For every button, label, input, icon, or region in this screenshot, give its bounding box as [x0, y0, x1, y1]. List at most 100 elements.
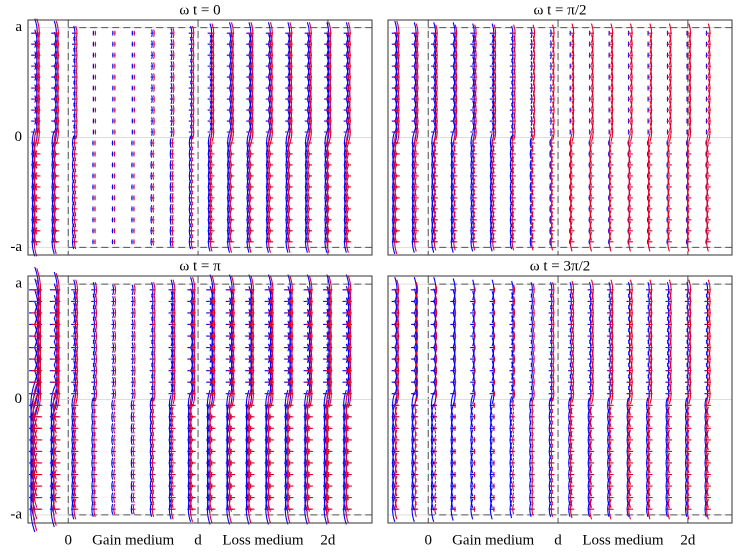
field-arrow — [413, 210, 419, 230]
field-arrow — [608, 23, 614, 44]
field-arrow — [52, 423, 61, 457]
field-arrow — [170, 279, 176, 301]
field-arrow — [530, 145, 536, 163]
field-arrow — [228, 77, 235, 100]
field-arrow — [512, 319, 516, 330]
field-arrow — [647, 464, 653, 485]
field-arrow — [92, 173, 94, 179]
field-arrow — [306, 120, 313, 144]
field-arrow — [473, 471, 476, 478]
field-arrow — [209, 78, 215, 98]
field-arrow — [512, 376, 516, 388]
field-arrow — [647, 78, 653, 98]
field-arrow — [608, 100, 614, 120]
field-arrow — [627, 498, 633, 520]
field-arrow — [52, 365, 61, 399]
field-arrow — [627, 394, 633, 416]
field-arrow — [131, 30, 134, 36]
field-arrow — [686, 67, 692, 87]
field-arrow — [394, 325, 400, 347]
field-arrow — [588, 487, 595, 508]
field-arrow — [686, 133, 692, 153]
field-arrow — [131, 52, 134, 58]
field-arrow — [472, 167, 477, 185]
field-arrow — [434, 469, 438, 480]
field-arrow — [170, 314, 176, 335]
field-arrow — [413, 220, 419, 241]
y-tick-label: -a — [10, 239, 22, 255]
field-arrow — [394, 487, 400, 508]
field-arrow — [171, 105, 175, 116]
field-arrow — [114, 118, 116, 124]
field-arrow — [472, 233, 477, 251]
field-arrow — [73, 302, 79, 324]
field-arrow — [588, 360, 595, 381]
field-arrow — [454, 506, 456, 512]
field-arrow — [454, 287, 457, 293]
field-arrow — [73, 487, 79, 508]
field-arrow — [132, 376, 136, 388]
field-arrow — [73, 441, 79, 462]
field-arrow — [628, 220, 633, 241]
field-arrow — [345, 131, 352, 155]
field-arrow — [132, 319, 136, 330]
field-arrow — [589, 89, 594, 109]
field-arrow — [247, 275, 255, 304]
field-arrow — [474, 287, 476, 293]
field-arrow — [608, 220, 614, 241]
field-arrow — [306, 98, 313, 122]
field-arrow — [92, 228, 94, 234]
field-arrow — [705, 279, 711, 301]
field-arrow — [306, 142, 313, 166]
field-arrow — [686, 220, 692, 241]
field-arrow — [111, 217, 114, 223]
field-arrow — [628, 155, 633, 175]
field-arrow — [228, 230, 235, 253]
field-arrow — [647, 23, 653, 44]
field-arrow — [647, 383, 653, 405]
field-arrow — [686, 166, 692, 186]
field-arrow — [33, 172, 41, 202]
field-arrow — [705, 325, 711, 347]
field-arrow — [73, 429, 79, 451]
field-arrow — [433, 145, 438, 163]
y-tick-label: 0 — [15, 129, 23, 145]
field-arrow — [345, 77, 352, 100]
field-arrow — [666, 314, 672, 335]
field-arrow — [666, 291, 672, 312]
field-arrow — [111, 140, 114, 146]
field-arrow — [550, 178, 555, 196]
field-arrow — [666, 383, 672, 405]
field-arrow — [569, 166, 575, 186]
field-arrow — [453, 46, 458, 64]
field-arrow — [150, 150, 153, 158]
field-arrow — [170, 360, 176, 381]
field-arrow — [589, 23, 594, 44]
field-arrow — [628, 177, 633, 197]
field-arrow — [433, 200, 438, 218]
field-arrow — [588, 475, 595, 497]
field-arrow — [434, 284, 438, 296]
field-arrow — [287, 186, 293, 209]
field-arrow — [434, 319, 438, 330]
field-arrow — [453, 79, 458, 97]
field-arrow — [94, 162, 96, 168]
field-arrow — [569, 231, 575, 252]
field-arrow — [588, 418, 595, 439]
field-arrow — [608, 464, 614, 485]
field-arrow — [666, 67, 672, 87]
field-arrow — [608, 231, 614, 252]
field-arrow — [170, 394, 176, 416]
field-arrow — [114, 74, 116, 80]
field-arrow — [150, 227, 153, 235]
field-arrow — [608, 325, 614, 347]
field-arrow — [345, 164, 352, 187]
field-arrow — [113, 365, 117, 376]
field-arrow — [628, 23, 633, 44]
field-arrow — [326, 77, 332, 100]
field-arrow — [113, 239, 116, 245]
field-arrow — [132, 296, 136, 307]
field-arrow — [434, 457, 438, 469]
field-arrow — [453, 112, 458, 130]
